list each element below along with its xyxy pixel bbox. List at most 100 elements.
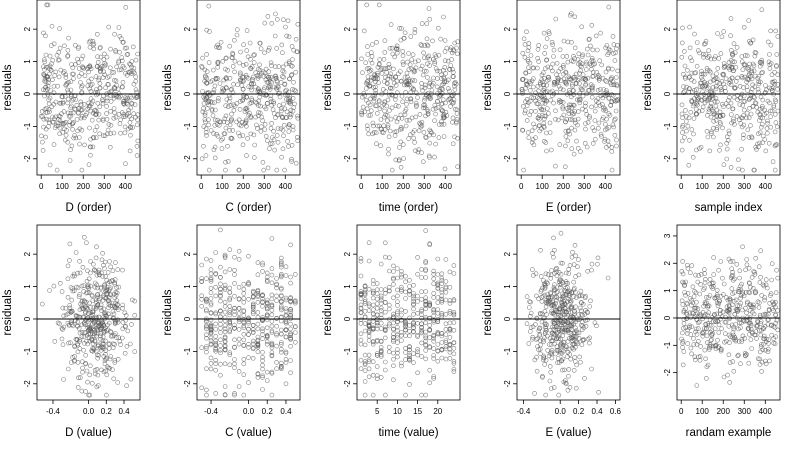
data-point [117,33,123,39]
data-point [397,69,403,74]
data-point [122,310,128,316]
data-point [451,271,457,276]
data-point [124,101,129,106]
data-point [740,167,745,173]
x-tick-label: 200 [557,182,571,191]
data-point [452,40,458,46]
data-point [289,157,294,162]
data-point [201,144,206,149]
data-point [132,312,137,318]
data-point [269,80,275,85]
data-point [117,49,122,55]
data-point [84,278,90,284]
data-point [68,87,74,93]
data-point [51,283,57,289]
data-point [85,106,90,112]
data-point [769,79,775,85]
data-point [227,247,233,252]
data-point [106,82,111,87]
data-point [435,25,441,31]
data-point [606,4,612,10]
data-point [362,368,368,374]
data-point [64,81,70,86]
data-point [223,159,228,165]
data-point [395,293,400,299]
data-point [738,295,743,301]
data-point [750,61,756,67]
data-point [274,86,280,92]
data-point [721,162,727,167]
data-point [399,93,405,99]
data-point [612,58,618,63]
data-point [291,47,297,53]
data-point [760,140,765,145]
data-point [563,80,569,86]
data-point [90,311,95,317]
data-point [431,132,436,138]
data-point [532,391,537,396]
data-point [77,141,82,147]
data-point [106,346,112,351]
data-point [769,261,775,267]
data-point [588,298,593,304]
data-point [278,346,284,352]
y-tick-label: 1 [23,59,32,64]
data-point [730,359,736,364]
data-point [744,257,750,262]
data-point [82,73,88,79]
data-point [441,76,447,81]
data-point [109,70,115,75]
data-point [379,129,385,135]
data-point [757,349,763,355]
data-point [40,114,45,119]
data-point [411,87,416,93]
data-point [560,87,566,93]
data-point [613,50,618,56]
data-point [417,112,423,117]
plot-frame [196,0,301,176]
data-point [551,82,557,88]
data-point [757,118,762,123]
data-point [374,312,380,318]
data-point [404,82,410,88]
data-point [247,101,253,106]
data-point [62,43,67,49]
data-point [409,66,414,72]
y-tick-label: 0 [343,316,352,321]
data-point [524,118,530,123]
data-point [575,264,580,270]
data-point [62,126,67,132]
data-point [708,103,714,109]
data-point [65,100,70,106]
data-point [222,361,228,367]
data-point [208,128,214,133]
data-point [765,121,770,126]
data-point [292,330,298,335]
data-point [69,121,75,127]
data-point [534,65,540,71]
data-point [749,68,755,74]
data-point [590,141,596,146]
data-point [603,88,609,93]
x-tick-label: 200 [77,182,91,191]
data-point [278,106,284,111]
data-point [95,59,101,65]
x-tick-label: 400 [119,182,133,191]
data-point [584,144,590,150]
data-point [283,115,289,120]
data-point [288,63,294,68]
data-point [772,112,778,117]
data-point [774,64,779,69]
data-point [537,80,543,85]
data-point [98,331,103,336]
data-point [431,295,437,300]
data-point [589,22,595,28]
data-point [732,59,737,65]
data-point [279,154,284,160]
data-point [265,138,270,143]
data-point [538,93,543,98]
data-point [364,2,370,8]
data-point [775,82,781,87]
